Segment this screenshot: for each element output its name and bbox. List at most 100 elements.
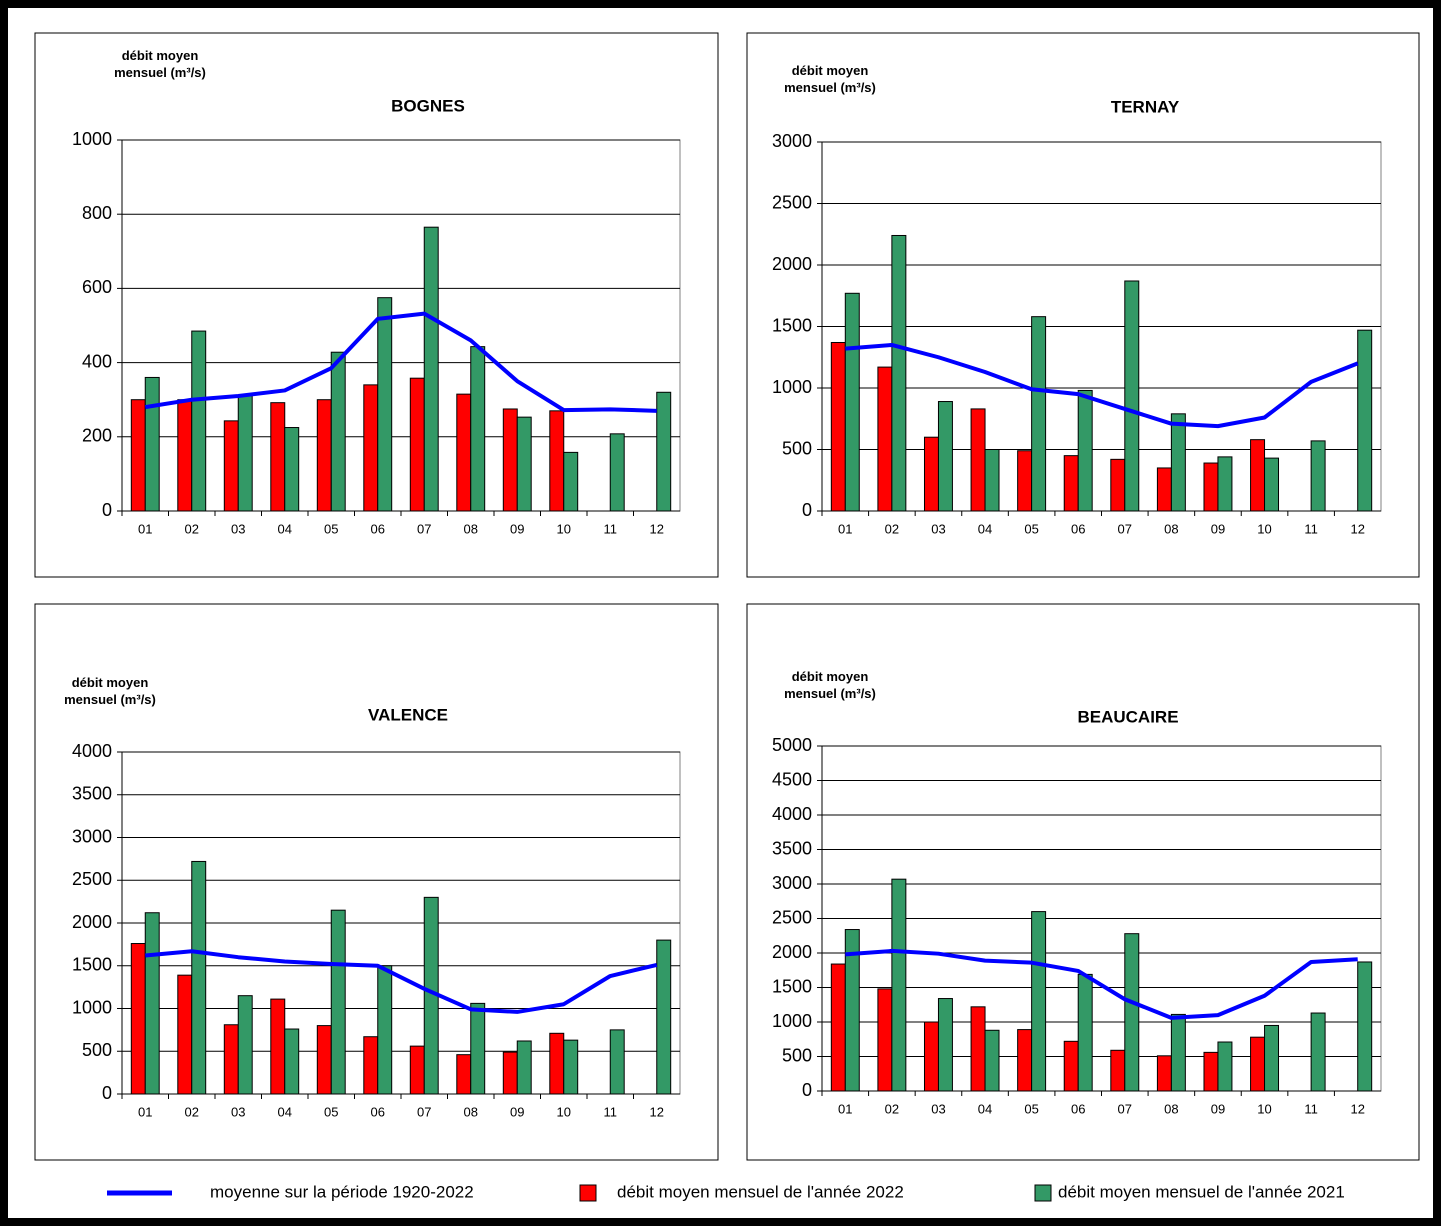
y-tick-label: 0 <box>102 1083 112 1103</box>
bar <box>130 399 146 512</box>
bar <box>1063 1040 1079 1092</box>
bar <box>1063 455 1079 512</box>
bar <box>609 433 625 512</box>
bar <box>1217 1041 1233 1092</box>
bar <box>223 1024 239 1095</box>
y-tick-label: 2500 <box>72 869 112 889</box>
y-tick-label: 1000 <box>772 377 812 397</box>
bar <box>363 1036 379 1095</box>
x-tick-label: 11 <box>1304 1101 1318 1116</box>
bar <box>563 1039 579 1095</box>
bar <box>1170 1013 1186 1092</box>
x-tick-label: 08 <box>464 521 478 536</box>
bar <box>316 399 332 512</box>
bar <box>970 408 986 512</box>
x-tick-label: 01 <box>138 521 152 536</box>
bar <box>144 376 160 512</box>
y-tick-label: 5000 <box>772 735 812 755</box>
bar <box>1077 973 1093 1092</box>
legend-label: débit moyen mensuel de l'année 2021 <box>1058 1182 1345 1201</box>
x-tick-label: 01 <box>838 1101 852 1116</box>
y-tick-label: 800 <box>82 203 112 223</box>
bar <box>284 427 300 512</box>
bar <box>1031 911 1047 1092</box>
bar <box>923 1021 939 1092</box>
bar <box>1217 456 1233 512</box>
bar <box>191 860 207 1095</box>
bar <box>177 399 193 512</box>
bar <box>609 1029 625 1095</box>
legend-label: moyenne sur la période 1920-2022 <box>210 1182 474 1201</box>
x-tick-label: 06 <box>371 1104 385 1119</box>
chart-panel <box>746 32 1420 578</box>
mean-line <box>845 948 1358 1020</box>
bar <box>549 410 565 512</box>
x-tick-label: 05 <box>1024 1101 1038 1116</box>
bar <box>1264 457 1280 512</box>
x-tick-label: 02 <box>185 521 199 536</box>
x-tick-label: 02 <box>885 1101 899 1116</box>
x-tick-label: 04 <box>978 1101 992 1116</box>
y-tick-label: 500 <box>782 438 812 458</box>
bar <box>237 995 253 1095</box>
bar <box>563 451 579 512</box>
bar <box>1203 462 1219 512</box>
x-tick-label: 11 <box>604 521 618 536</box>
bar <box>1250 1036 1266 1092</box>
bar <box>270 998 286 1095</box>
chart-title: BEAUCAIRE <box>1077 707 1178 726</box>
y-tick-label: 4000 <box>72 741 112 761</box>
x-tick-label: 11 <box>1304 521 1318 536</box>
x-tick-label: 04 <box>978 521 992 536</box>
x-tick-label: 06 <box>371 521 385 536</box>
bar <box>877 988 893 1092</box>
x-tick-label: 08 <box>1164 521 1178 536</box>
bar <box>984 1029 1000 1092</box>
y-tick-label: 3000 <box>772 131 812 151</box>
bar <box>316 1025 332 1095</box>
bar <box>423 226 439 512</box>
bar <box>984 449 1000 512</box>
y-tick-label: 1000 <box>772 1011 812 1031</box>
x-tick-label: 03 <box>931 1101 945 1116</box>
x-tick-label: 04 <box>278 521 292 536</box>
bar <box>1110 458 1126 512</box>
x-tick-label: 10 <box>557 1104 571 1119</box>
chart-title: TERNAY <box>1111 97 1180 116</box>
chart-panel <box>746 603 1420 1161</box>
x-tick-label: 05 <box>324 521 338 536</box>
x-tick-label: 02 <box>885 521 899 536</box>
bar <box>1017 1029 1033 1092</box>
bar <box>830 963 846 1092</box>
legend-swatch <box>579 1184 597 1202</box>
x-tick-label: 05 <box>1024 521 1038 536</box>
bar <box>1310 440 1326 512</box>
bar <box>1156 1055 1172 1092</box>
bar <box>377 297 393 512</box>
bar <box>830 341 846 512</box>
x-tick-label: 07 <box>1118 521 1132 536</box>
x-tick-label: 03 <box>231 521 245 536</box>
x-tick-label: 07 <box>417 521 431 536</box>
legend-label: débit moyen mensuel de l'année 2022 <box>617 1182 904 1201</box>
bar <box>844 929 860 1092</box>
y-tick-label: 2000 <box>772 942 812 962</box>
x-tick-label: 01 <box>838 521 852 536</box>
y-axis-label-box: débit moyen mensuel (m³/s) <box>784 63 876 95</box>
x-tick-label: 10 <box>557 521 571 536</box>
x-tick-label: 05 <box>324 1104 338 1119</box>
y-tick-label: 2000 <box>72 912 112 932</box>
bar <box>970 1006 986 1092</box>
bar <box>284 1028 300 1095</box>
bar <box>1017 450 1033 512</box>
bar <box>1310 1012 1326 1092</box>
mean-line <box>144 311 657 413</box>
chart-panel <box>34 32 719 578</box>
bar <box>516 1040 532 1095</box>
y-tick-label: 3500 <box>72 784 112 804</box>
bar <box>891 878 907 1092</box>
y-tick-label: 3500 <box>772 838 812 858</box>
bar <box>270 402 286 512</box>
bar <box>1124 933 1140 1092</box>
bar <box>877 366 893 512</box>
